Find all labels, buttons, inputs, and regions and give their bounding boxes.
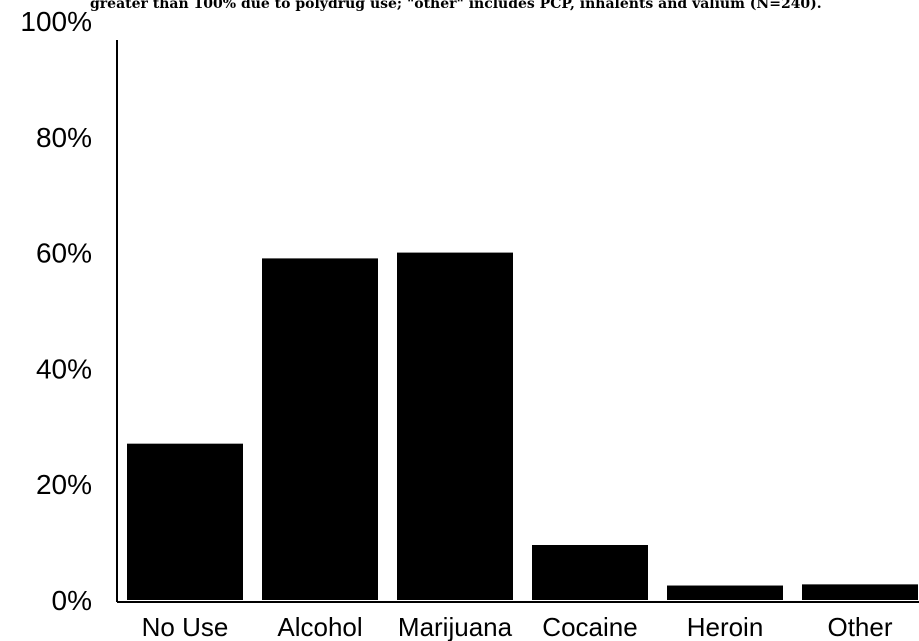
bar-heroin: [667, 585, 783, 600]
bar-other: [802, 584, 918, 600]
bar-cocaine: [532, 544, 648, 600]
bar-marijuana: [397, 252, 513, 600]
x-tick-label: Other: [827, 612, 892, 641]
bars: [127, 252, 918, 600]
x-tick-labels: No Use Alcohol Marijuana Cocaine Heroin Other: [142, 612, 893, 641]
y-tick-label: 0%: [52, 585, 92, 616]
y-tick-label: 100%: [20, 6, 92, 37]
y-tick-label: 80%: [36, 122, 92, 153]
bar-alcohol: [262, 258, 378, 600]
x-tick-label: No Use: [142, 612, 229, 641]
chart-caption: greater than 100% due to polydrug use; "…: [90, 0, 822, 12]
y-tick-labels: 0% 20% 40% 60% 80% 100%: [20, 6, 92, 616]
x-tick-label: Marijuana: [398, 612, 513, 641]
y-tick-label: 40%: [36, 353, 92, 384]
x-tick-label: Cocaine: [542, 612, 637, 641]
y-tick-label: 60%: [36, 238, 92, 269]
bar-no-use: [127, 443, 243, 600]
x-tick-label: Heroin: [687, 612, 764, 641]
y-tick-label: 20%: [36, 469, 92, 500]
x-tick-label: Alcohol: [277, 612, 362, 641]
